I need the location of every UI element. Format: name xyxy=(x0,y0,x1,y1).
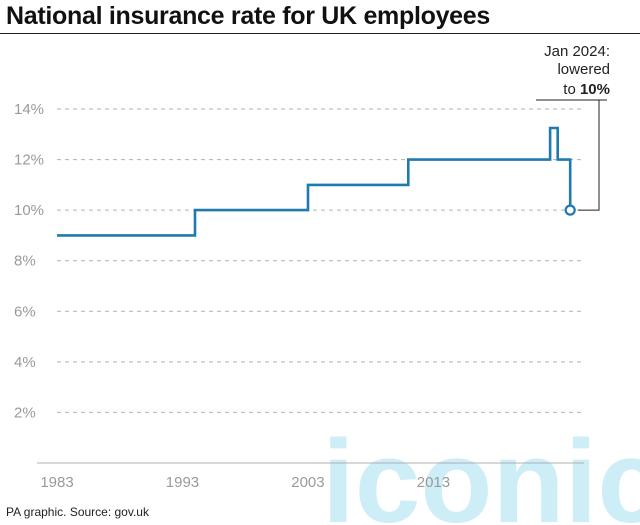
y-tick-label: 4% xyxy=(14,354,36,371)
x-tick-label: 2013 xyxy=(417,474,450,491)
x-axis-ticks: 1983 1993 2003 2013 xyxy=(40,474,450,491)
annotation-value: 10% xyxy=(580,81,610,98)
title-rule xyxy=(0,33,640,34)
y-tick-label: 14% xyxy=(14,101,44,118)
annotation: Jan 2024: lowered to 10% xyxy=(536,43,610,211)
y-tick-label: 12% xyxy=(14,152,44,169)
y-tick-label: 6% xyxy=(14,303,36,320)
y-tick-label: 2% xyxy=(14,404,36,421)
chart-title: National insurance rate for UK employees xyxy=(6,2,490,30)
grid-lines xyxy=(37,108,584,464)
x-tick-label: 2003 xyxy=(291,474,324,491)
annotation-prefix: to xyxy=(563,81,580,98)
y-tick-label: 8% xyxy=(14,253,36,270)
series xyxy=(57,126,576,237)
x-tick-label: 1983 xyxy=(40,474,73,491)
end-point-marker xyxy=(564,204,576,216)
y-axis-ticks: 2% 4% 6% 8% 10% 12% 14% xyxy=(14,101,44,421)
y-tick-label: 10% xyxy=(14,202,44,219)
watermark-text: iconic xyxy=(322,416,640,525)
annotation-line-2: lowered xyxy=(557,61,610,78)
annotation-line-3: to 10% xyxy=(563,81,610,98)
x-tick-label: 1993 xyxy=(166,474,199,491)
watermark: iconic xyxy=(322,416,640,525)
series-line xyxy=(57,126,572,237)
annotation-line-1: Jan 2024: xyxy=(544,43,610,60)
annotation-leader-line xyxy=(578,100,600,211)
source-footer: PA graphic. Source: gov.uk xyxy=(6,505,149,519)
